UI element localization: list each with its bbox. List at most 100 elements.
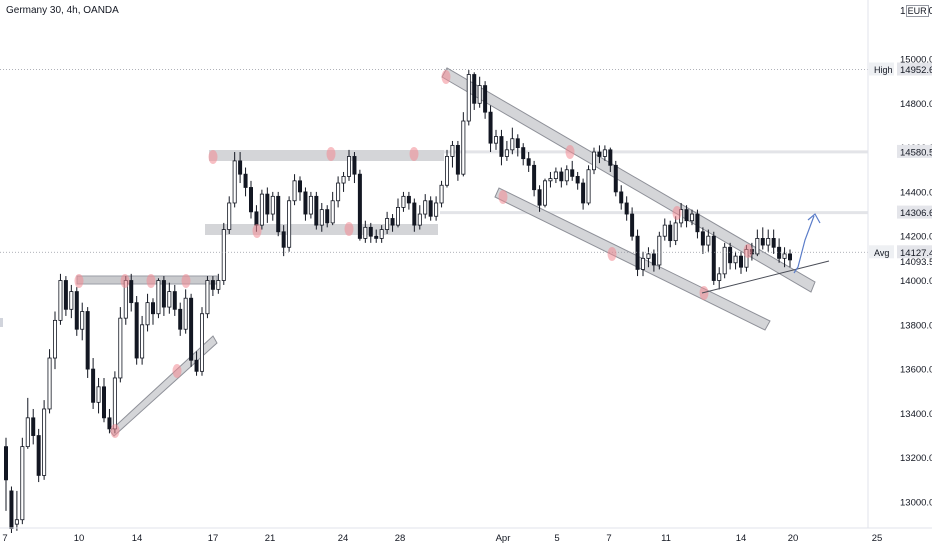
candle-up: [292, 180, 297, 202]
candle-down: [668, 224, 673, 242]
candle-up: [782, 253, 787, 259]
candle-up: [20, 446, 25, 521]
time-axis-tick-label: 25: [872, 533, 883, 544]
candle-down: [532, 164, 537, 191]
price-axis-tick-label: 13000.0: [900, 498, 932, 509]
left-scroll-handle[interactable]: [0, 318, 3, 327]
candle-up: [461, 120, 466, 175]
candle-down: [608, 149, 613, 166]
candle-down: [150, 302, 155, 315]
candle-down: [575, 175, 580, 184]
candle-up: [156, 280, 161, 315]
candle-up: [14, 519, 19, 525]
touch-marker: [326, 147, 336, 161]
candle-down: [651, 253, 656, 266]
candle-up: [221, 229, 226, 281]
candle-up: [504, 149, 509, 157]
candle-down: [297, 180, 302, 193]
candle-up: [646, 253, 651, 259]
level-2-badge-value-bg: [897, 205, 932, 219]
candle-down: [178, 308, 183, 330]
candle-down: [630, 213, 635, 237]
avg-badge-label: Avg: [874, 248, 889, 258]
projection-arrowhead: [807, 213, 821, 224]
candle-up: [439, 184, 444, 204]
level-2-badge-value: 14306.6: [900, 208, 932, 219]
level-1-badge-value: 14580.5: [900, 147, 932, 158]
candle-down: [428, 200, 433, 217]
candle-down: [172, 291, 177, 310]
candle-down: [700, 231, 705, 246]
currency-selector[interactable]: 1 EUR 0: [900, 5, 932, 17]
time-axis-tick-label: 20: [788, 533, 799, 544]
candle-down: [102, 386, 107, 419]
time-axis-tick-label: 14: [132, 533, 143, 544]
high-badge-label: High: [874, 65, 893, 75]
touch-marker: [172, 364, 182, 378]
candle-up: [548, 178, 553, 182]
touch-marker: [672, 206, 682, 220]
avg-badge-value: 14127.4: [900, 248, 932, 259]
price-axis-tick-label: 14400.0: [900, 187, 932, 198]
range-top-box: [209, 150, 444, 161]
overlay-layer: [0, 69, 868, 438]
candle-down: [695, 213, 700, 233]
candle-down: [265, 193, 270, 215]
time-axis-tick-label: 28: [395, 533, 406, 544]
candle-up: [330, 200, 335, 224]
candle-down: [210, 280, 215, 290]
price-axis-tick-label: 13400.0: [900, 409, 932, 420]
currency-code[interactable]: EUR: [905, 5, 929, 17]
candle-up: [434, 202, 439, 217]
candle-up: [319, 209, 324, 226]
high-badge-label-bg: [869, 62, 894, 76]
time-axis-tick-label: 5: [554, 533, 559, 544]
candle-down: [788, 253, 793, 261]
price-axis-tick-label: 15000.0: [900, 55, 932, 66]
candle-down: [248, 187, 253, 213]
candle-down: [91, 368, 96, 403]
candle-down: [624, 202, 629, 215]
candle-down: [134, 302, 139, 359]
high-badge-value: 14952.6: [900, 65, 932, 76]
candle-up: [25, 417, 30, 448]
touch-marker: [344, 222, 354, 236]
candle-up: [543, 180, 548, 206]
touch-marker: [74, 274, 84, 288]
candle-up: [42, 408, 47, 476]
candle-down: [711, 235, 716, 281]
candle-down: [472, 74, 477, 104]
candle-up: [395, 207, 400, 226]
candle-down: [570, 169, 575, 177]
touch-marker: [252, 224, 262, 238]
candle-down: [581, 182, 586, 204]
candle-up: [69, 291, 74, 310]
candle-up: [477, 85, 482, 104]
candle-down: [4, 446, 9, 481]
candle-down: [325, 209, 330, 224]
candle-down: [537, 189, 542, 206]
candle-up: [722, 246, 727, 275]
candle-down: [483, 85, 488, 113]
candle-down: [243, 173, 248, 188]
candle-down: [739, 255, 744, 268]
time-axis-tick-label: 24: [338, 533, 349, 544]
time-axis-tick-label: 7: [2, 533, 7, 544]
candle-up: [755, 238, 760, 255]
candle-up: [96, 386, 101, 403]
candle-down: [455, 144, 460, 175]
candle-down: [559, 171, 564, 182]
candle-down: [161, 280, 166, 308]
candle-up: [690, 213, 695, 222]
candle-down: [74, 291, 79, 330]
avg-badge-value-bg: [897, 245, 932, 259]
candle-up: [385, 218, 390, 230]
candle-up: [657, 235, 662, 266]
chart-title: Germany 30, 4h, OANDA: [6, 5, 119, 16]
price-axis-tick-label: 13800.0: [900, 320, 932, 331]
candle-up: [58, 280, 63, 321]
candle-up: [270, 195, 275, 215]
candle-up: [167, 291, 172, 308]
time-axis-tick-label: 14: [736, 533, 747, 544]
